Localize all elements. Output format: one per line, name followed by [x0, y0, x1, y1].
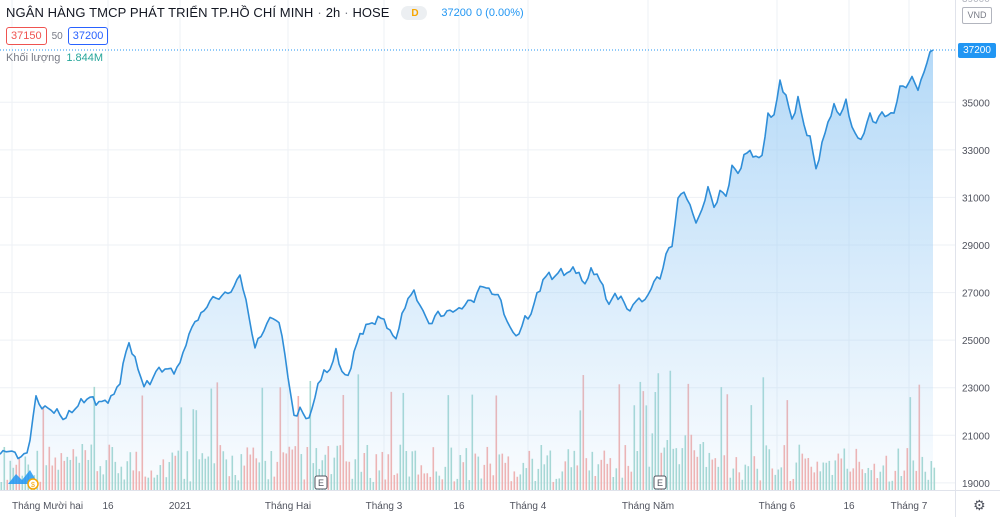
event-marker-label: E	[318, 478, 324, 488]
legend-header: NGÂN HÀNG TMCP PHÁT TRIỂN TP.HỒ CHÍ MINH…	[6, 5, 524, 20]
volume-legend: Khối lượng 1.844M	[6, 52, 103, 64]
interval-label[interactable]: 2h	[325, 5, 341, 20]
y-tick-label-partial: 39000	[962, 0, 990, 5]
volume-label: Khối lượng	[6, 52, 61, 64]
y-tick-label: 25000	[962, 336, 990, 347]
y-tick-label: 31000	[962, 193, 990, 204]
settings-gear-icon[interactable]: ⚙	[973, 497, 986, 513]
x-tick-label: 2021	[169, 501, 192, 512]
y-tick-label: 27000	[962, 289, 990, 300]
event-marker-icon[interactable]: E	[314, 475, 328, 490]
event-marker-box	[314, 475, 328, 490]
x-tick-label: 16	[453, 501, 465, 512]
volume-value: 1.844M	[66, 52, 104, 64]
last-price-value: 37200	[441, 6, 472, 19]
x-tick-label: Tháng 4	[510, 501, 547, 512]
svg-text:$: $	[31, 482, 35, 489]
event-marker-icon[interactable]: E	[653, 475, 667, 490]
x-tick-label: Tháng 6	[759, 501, 796, 512]
x-tick-label: Tháng 7	[891, 501, 928, 512]
y-tick-label: 29000	[962, 241, 990, 252]
exchange-label: HOSE	[352, 5, 390, 20]
market-status-badge[interactable]: D	[401, 5, 428, 20]
price-line	[0, 49, 934, 460]
price-area-fill	[0, 50, 933, 490]
x-tick-label: Tháng Hai	[265, 501, 311, 512]
tradingview-logo-icon[interactable]: $	[6, 466, 40, 490]
volume-bar	[933, 467, 936, 490]
y-tick-label: 23000	[962, 384, 990, 395]
x-tick-label: Tháng Năm	[622, 501, 674, 512]
x-tick-label: Tháng Mười hai	[12, 501, 83, 512]
y-tick-label: 35000	[962, 98, 990, 109]
bid-ask-row: 37150 50 37200	[6, 27, 109, 45]
currency-label[interactable]: VND	[962, 7, 992, 24]
spread-value: 50	[51, 30, 63, 42]
separator: ·	[344, 5, 349, 20]
price-change-value: 0 (0.00%)	[475, 6, 524, 19]
last-price-flag: 37200	[958, 43, 996, 58]
ask-price-box[interactable]: 37200	[67, 27, 109, 45]
x-tick-label: Tháng 3	[366, 501, 403, 512]
y-tick-label: 21000	[962, 431, 990, 442]
status-letter: D	[411, 7, 419, 19]
x-tick-label: 16	[102, 501, 114, 512]
y-tick-label: 19000	[962, 479, 990, 490]
separator: ·	[317, 5, 322, 20]
x-tick-label: 16	[843, 501, 855, 512]
event-marker-label: E	[657, 478, 663, 488]
bid-price-box[interactable]: 37150	[6, 27, 47, 45]
event-marker-box	[653, 475, 667, 490]
y-tick-label: 33000	[962, 146, 990, 157]
symbol-title[interactable]: NGÂN HÀNG TMCP PHÁT TRIỂN TP.HỒ CHÍ MINH	[6, 5, 314, 20]
